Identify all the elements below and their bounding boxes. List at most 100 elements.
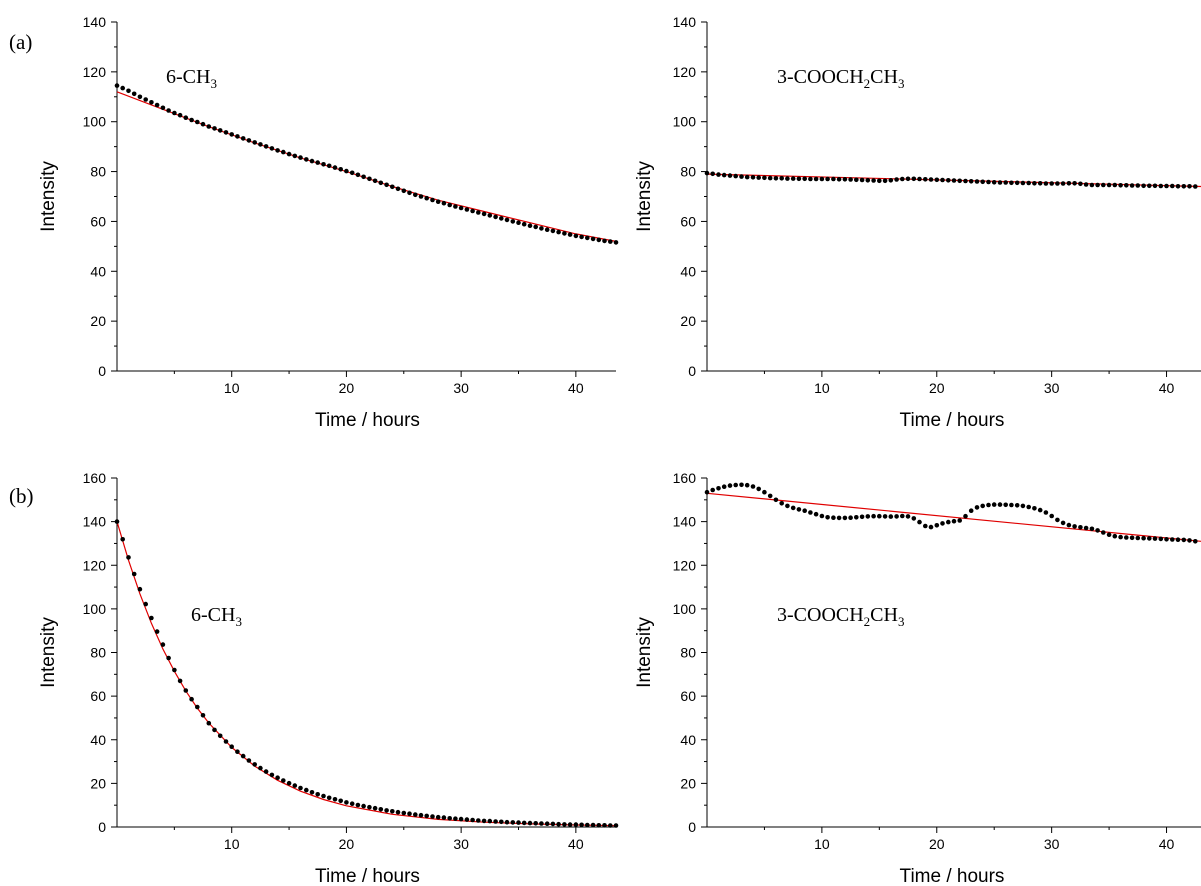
data-point (733, 173, 738, 179)
compound-text: 6-CH (191, 604, 235, 626)
data-point (367, 176, 372, 182)
x-tick-label: 30 (453, 380, 469, 396)
y-tick-label: 100 (83, 114, 107, 130)
data-point (177, 112, 183, 118)
data-point (859, 514, 865, 520)
data-point (946, 178, 951, 183)
data-point (292, 153, 298, 159)
compound-subscript: 2 (864, 614, 871, 629)
data-point (1147, 183, 1152, 189)
data-point (1101, 530, 1106, 535)
data-point (980, 503, 985, 509)
y-tick-label: 60 (680, 688, 696, 704)
data-point (848, 515, 853, 520)
data-point (481, 818, 487, 824)
y-tick-label: 20 (680, 313, 696, 329)
data-point (258, 142, 263, 147)
data-point (326, 163, 332, 169)
data-point (928, 177, 934, 182)
data-point (596, 823, 602, 828)
data-point (785, 503, 790, 509)
data-point (911, 176, 917, 182)
data-point (435, 814, 441, 820)
data-point (1083, 182, 1089, 187)
data-point (1078, 181, 1083, 187)
data-point (349, 170, 355, 176)
data-point (212, 126, 217, 131)
data-point (332, 165, 338, 170)
data-point (309, 790, 315, 795)
x-axis-title: Time / hours (900, 410, 1005, 431)
data-point (206, 720, 212, 726)
x-tick-label: 40 (568, 380, 584, 396)
data-point (756, 175, 761, 180)
data-point (608, 823, 613, 828)
data-point (1152, 183, 1158, 189)
compound-label: 6-CH3 (191, 604, 242, 629)
data-point (1106, 532, 1112, 537)
x-tick-label: 20 (929, 380, 945, 396)
y-axis-title: Intensity (38, 617, 59, 688)
data-point (1181, 537, 1187, 543)
data-point (842, 177, 848, 182)
data-point (189, 696, 194, 702)
data-point (430, 814, 435, 819)
data-point (544, 227, 550, 232)
data-point (395, 186, 401, 192)
data-point (756, 486, 761, 492)
data-point (441, 815, 447, 820)
data-point (344, 168, 349, 174)
data-point (321, 793, 326, 799)
data-point (974, 179, 980, 184)
data-point (1170, 183, 1175, 189)
data-point (275, 775, 280, 780)
data-point (476, 818, 481, 823)
data-point (367, 804, 372, 810)
data-point (1066, 522, 1072, 528)
data-point (894, 514, 899, 519)
data-point (143, 97, 148, 102)
data-point (372, 178, 378, 184)
data-point (183, 688, 189, 693)
data-point (917, 176, 922, 182)
data-point (183, 115, 189, 120)
x-tick-label: 30 (1044, 836, 1060, 852)
data-point (813, 511, 819, 517)
data-point (126, 88, 131, 94)
data-point (802, 508, 807, 513)
data-point (819, 176, 825, 182)
y-tick-label: 120 (83, 64, 107, 80)
data-point (871, 513, 876, 519)
compound-text: 3-COOCH (777, 604, 864, 626)
data-point (1003, 502, 1008, 508)
data-point (166, 655, 171, 661)
data-point (997, 502, 1003, 507)
data-point (349, 801, 355, 806)
data-point (1187, 538, 1192, 543)
data-point (361, 803, 366, 809)
x-tick-label: 20 (339, 836, 355, 852)
data-point (928, 524, 934, 530)
data-point (1014, 180, 1020, 186)
data-point (361, 174, 366, 180)
data-point (986, 179, 991, 185)
data-point (1181, 184, 1187, 189)
y-tick-label: 160 (83, 470, 107, 486)
data-point (240, 136, 246, 141)
data-point (172, 667, 177, 673)
data-point (263, 144, 269, 149)
data-point (767, 175, 773, 181)
x-tick-label: 10 (224, 380, 240, 396)
x-tick-label: 40 (1159, 836, 1175, 852)
data-point (888, 178, 894, 183)
data-point (590, 236, 596, 242)
data-point (510, 219, 516, 224)
data-point (315, 792, 321, 797)
data-point (567, 822, 573, 827)
data-point (888, 514, 894, 519)
data-point (968, 179, 974, 184)
data-point (1152, 536, 1158, 541)
y-tick-label: 100 (673, 601, 697, 617)
data-point (286, 780, 292, 786)
data-point (315, 160, 321, 165)
